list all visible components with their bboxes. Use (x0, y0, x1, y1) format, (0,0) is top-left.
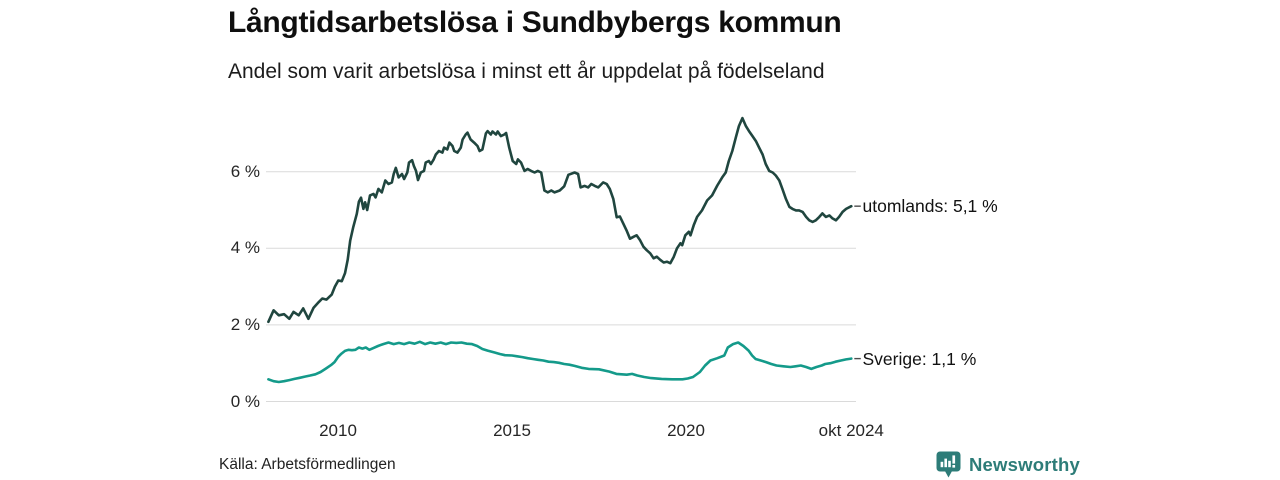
x-axis-tick-label: okt 2024 (818, 421, 884, 440)
x-axis-tick-label: 2010 (319, 421, 357, 440)
series-end-label-utomlands: utomlands: 5,1 % (862, 196, 998, 217)
y-axis-tick-label: 2 % (230, 314, 260, 334)
y-axis-tick-label: 6 % (230, 161, 260, 181)
newsworthy-logo[interactable]: Newsworthy (936, 451, 1080, 478)
series-line-utomlands (267, 116, 853, 324)
x-axis-tick-label: 2015 (493, 421, 531, 440)
newsworthy-speech-bubble-chart-icon (936, 451, 961, 478)
chart-title: Långtidsarbetslösa i Sundbybergs kommun (228, 6, 842, 39)
source-note: Källa: Arbetsförmedlingen (219, 456, 396, 473)
x-axis-tick-label: 2020 (667, 421, 705, 440)
y-axis-tick-label: 4 % (230, 238, 260, 258)
y-axis-tick-label: 0 % (230, 391, 260, 411)
series-end-label-Sverige: Sverige: 1,1 % (862, 348, 977, 369)
newsworthy-wordmark: Newsworthy (969, 453, 1080, 475)
chart-subtitle: Andel som varit arbetslösa i minst ett å… (228, 60, 825, 83)
series-line-Sverige (267, 340, 853, 384)
